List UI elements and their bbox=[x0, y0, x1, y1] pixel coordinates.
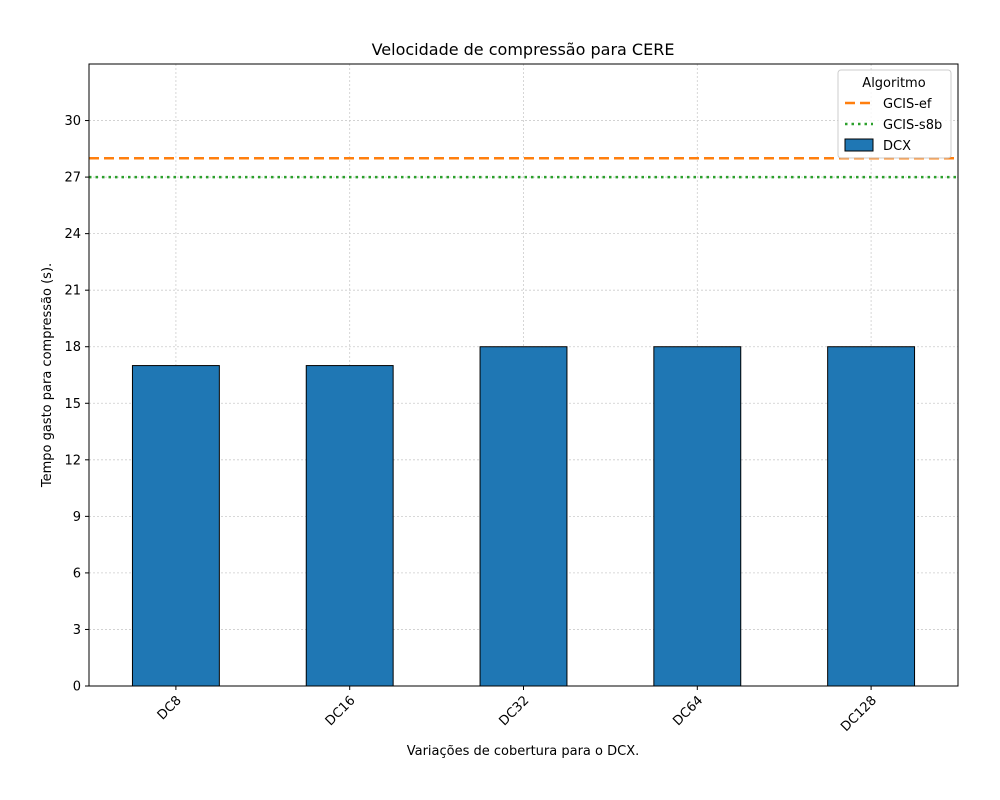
y-axis: 0 3 6 9 12 15 18 21 24 27 30 bbox=[64, 114, 89, 695]
y-tick-label: 12 bbox=[64, 453, 81, 468]
y-tick-label: 24 bbox=[64, 227, 81, 242]
y-tick-label: 3 bbox=[73, 623, 81, 638]
bar-dc64 bbox=[653, 346, 742, 687]
legend-label-gcis-s8b: GCIS-s8b bbox=[883, 118, 942, 133]
x-tick-label: DC16 bbox=[323, 693, 359, 729]
y-tick-label: 15 bbox=[64, 397, 81, 412]
y-axis-label: Tempo gasto para compressão (s). bbox=[40, 263, 55, 488]
y-tick-label: 9 bbox=[73, 510, 81, 525]
bar-dc32 bbox=[479, 346, 568, 687]
bars bbox=[131, 346, 916, 687]
x-tick-label: DC64 bbox=[670, 693, 706, 729]
chart-title: Velocidade de compressão para CERE bbox=[372, 40, 675, 59]
y-tick-label: 18 bbox=[64, 340, 81, 355]
y-tick-label: 27 bbox=[64, 171, 81, 186]
y-tick-label: 6 bbox=[73, 566, 81, 581]
legend-label-dcx: DCX bbox=[883, 139, 911, 154]
y-tick-label: 21 bbox=[64, 284, 81, 299]
legend-swatch-dcx bbox=[844, 138, 874, 152]
x-tick-label: DC8 bbox=[155, 693, 185, 723]
bar-dc8 bbox=[131, 365, 220, 687]
x-tick-label: DC128 bbox=[838, 693, 880, 735]
x-axis: DC8 DC16 DC32 DC64 DC128 bbox=[155, 686, 880, 735]
legend-box bbox=[837, 69, 952, 159]
y-tick-label: 30 bbox=[64, 114, 81, 129]
reference-lines bbox=[89, 156, 958, 179]
legend-label-gcis-ef: GCIS-ef bbox=[883, 97, 932, 112]
y-tick-label: 0 bbox=[73, 680, 81, 695]
bar-dc16 bbox=[305, 365, 394, 687]
legend: Algoritmo GCIS-ef GCIS-s8b DCX bbox=[837, 69, 952, 159]
bar-dc128 bbox=[827, 346, 916, 687]
x-axis-label: Variações de cobertura para o DCX. bbox=[407, 744, 640, 759]
legend-title: Algoritmo bbox=[862, 76, 925, 91]
x-tick-label: DC32 bbox=[497, 693, 533, 729]
